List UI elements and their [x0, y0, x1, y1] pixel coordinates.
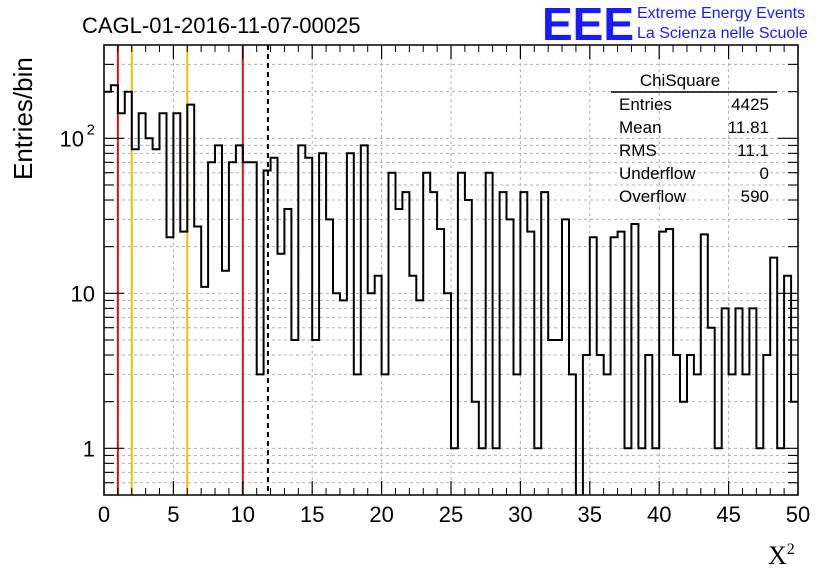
y-tick-label: 10	[60, 126, 84, 151]
stats-value: 590	[741, 187, 769, 206]
x-tick-label: 40	[647, 502, 671, 527]
x-tick-label: 30	[508, 502, 532, 527]
stats-value: 0	[760, 164, 769, 183]
logo-line-1: Extreme Energy Events	[637, 5, 805, 22]
x-tick-label: 15	[300, 502, 324, 527]
x-tick-label: 10	[231, 502, 255, 527]
x-tick-label: 50	[786, 502, 810, 527]
x-tick-label: 25	[439, 502, 463, 527]
y-tick-label-exponent: 2	[87, 121, 95, 138]
stats-value: 11.81	[728, 118, 769, 137]
stats-value: 11.1	[737, 141, 769, 160]
stats-label: Mean	[619, 118, 662, 137]
stats-value: 4425	[731, 95, 769, 114]
axis-ticks	[103, 44, 799, 496]
x-tick-label: 45	[716, 502, 740, 527]
y-tick-label: 10	[71, 281, 95, 306]
stats-rows: Entries 4425 Mean 11.81 RMS 11.1 Underflow 0 Ove…	[619, 95, 769, 206]
x-tick-label: 35	[578, 502, 602, 527]
stats-label: Entries	[619, 95, 672, 114]
x-axis-label-sup: 2	[787, 541, 795, 558]
x-tick-labels: 0 5 10 15 20 25 30 35 40 45 50	[98, 502, 810, 527]
x-tick-label: 0	[98, 502, 110, 527]
logo-line-2: La Scienza nelle Scuole	[637, 25, 808, 42]
stats-label: Overflow	[619, 187, 687, 206]
stats-label: RMS	[619, 141, 657, 160]
x-tick-label: 20	[369, 502, 393, 527]
x-axis-label: X2	[768, 541, 795, 570]
stats-title: ChiSquare	[640, 71, 720, 90]
eee-logo-mark: EEE	[542, 0, 634, 50]
chart-title: CAGL-01-2016-11-07-00025	[82, 13, 360, 38]
histogram-series	[104, 84, 798, 495]
threshold-lines	[116, 45, 269, 495]
stats-label: Underflow	[619, 164, 696, 183]
y-tick-label: 1	[83, 436, 95, 461]
stats-box: ChiSquare Entries 4425 Mean 11.81 RMS 11.1 Und…	[611, 71, 777, 206]
y-axis-label: Entries/bin	[8, 57, 38, 180]
x-axis-label-main: X	[768, 541, 787, 570]
x-tick-label: 5	[167, 502, 179, 527]
